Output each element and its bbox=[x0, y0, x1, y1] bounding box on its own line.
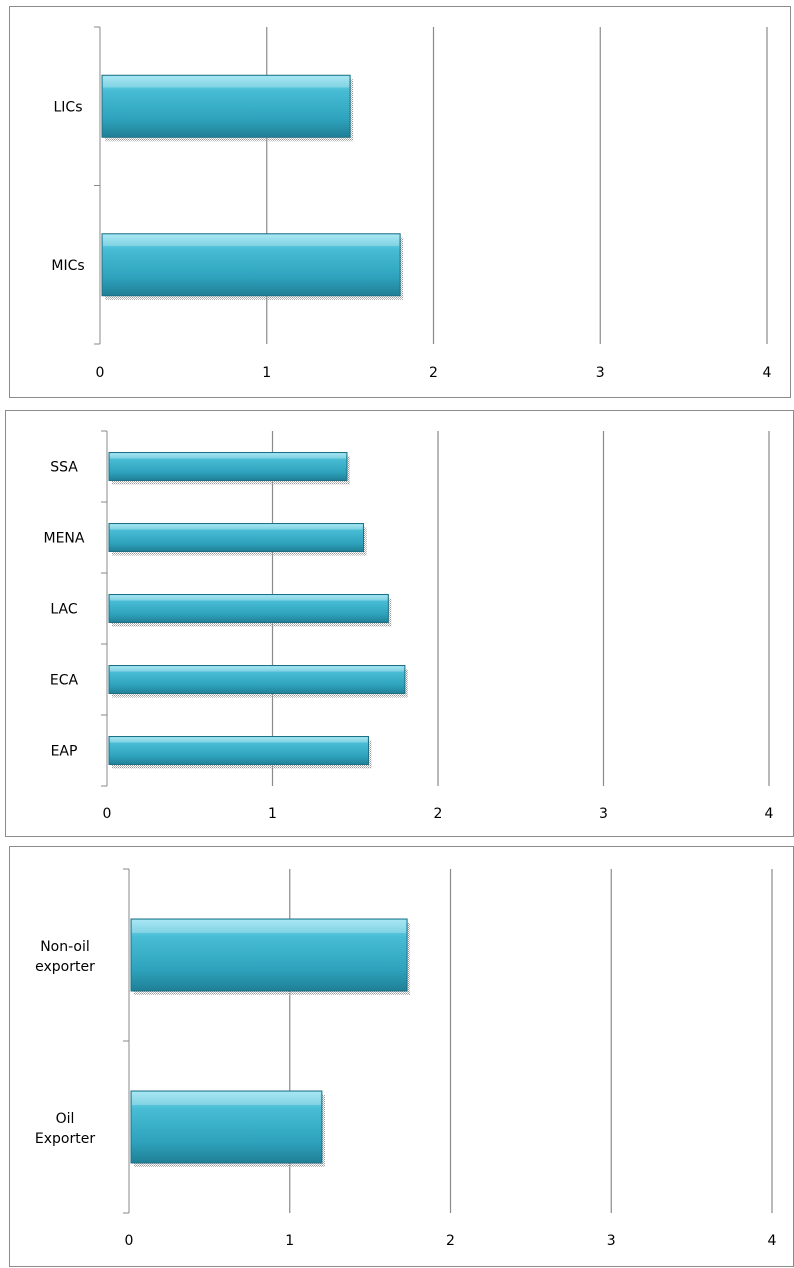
bar-eca bbox=[108, 665, 406, 694]
category-label: MENA bbox=[44, 531, 85, 547]
x-tick-label: 4 bbox=[765, 806, 774, 822]
x-tick-label: 0 bbox=[125, 1233, 134, 1249]
bar-highlight bbox=[110, 595, 388, 601]
x-tick-label: 1 bbox=[285, 1233, 294, 1249]
bar-lics bbox=[101, 74, 351, 138]
category-label: SSA bbox=[50, 460, 78, 476]
x-tick-label: 0 bbox=[103, 806, 112, 822]
bar-mena bbox=[108, 523, 365, 552]
bar-lac bbox=[108, 594, 389, 623]
chart-panel-income: LICs MICs 0 1 2 3 4 bbox=[9, 6, 791, 398]
bar-non-oil-exporter bbox=[130, 918, 408, 992]
category-label: LICs bbox=[54, 99, 83, 115]
x-tick-label: 3 bbox=[596, 365, 605, 381]
bar-oil-exporter bbox=[130, 1090, 323, 1164]
chart-panel-oil: Non-oil exporter Oil Exporter 0 1 2 3 4 bbox=[9, 846, 794, 1267]
bar-highlight bbox=[132, 920, 407, 933]
x-tick-label: 4 bbox=[763, 365, 772, 381]
category-label: Oil Exporter bbox=[35, 1111, 95, 1147]
x-tick-label: 2 bbox=[429, 365, 438, 381]
bar-highlight bbox=[132, 1092, 321, 1105]
x-tick-label: 0 bbox=[96, 365, 105, 381]
bar-ssa bbox=[108, 452, 348, 481]
bar-highlight bbox=[110, 524, 363, 530]
x-tick-label: 1 bbox=[262, 365, 271, 381]
bar-highlight bbox=[103, 234, 400, 246]
x-tick-label: 3 bbox=[607, 1233, 616, 1249]
x-tick-label: 4 bbox=[768, 1233, 777, 1249]
category-label: LAC bbox=[50, 602, 77, 618]
bar-highlight bbox=[110, 666, 404, 672]
oil-exporter-bar-chart: Non-oil exporter Oil Exporter 0 1 2 3 4 bbox=[35, 868, 777, 1249]
bar-mics bbox=[101, 233, 401, 297]
x-tick-label: 2 bbox=[446, 1233, 455, 1249]
bar-eap bbox=[108, 736, 369, 765]
bar-highlight bbox=[103, 76, 350, 88]
x-tick-label: 3 bbox=[599, 806, 608, 822]
bar-highlight bbox=[110, 453, 346, 459]
income-group-bar-chart: LICs MICs 0 1 2 3 4 bbox=[51, 26, 772, 381]
x-tick-label: 2 bbox=[434, 806, 443, 822]
category-label: MICs bbox=[51, 258, 84, 274]
category-label: Non-oil exporter bbox=[35, 939, 95, 975]
bar-highlight bbox=[110, 737, 368, 743]
chart-panel-region: SSA MENA LAC ECA EAP 0 1 2 3 4 bbox=[5, 410, 794, 837]
category-label: EAP bbox=[51, 744, 78, 760]
category-label: ECA bbox=[50, 673, 79, 689]
region-bar-chart: SSA MENA LAC ECA EAP 0 1 2 3 4 bbox=[44, 430, 774, 822]
x-tick-label: 1 bbox=[268, 806, 277, 822]
